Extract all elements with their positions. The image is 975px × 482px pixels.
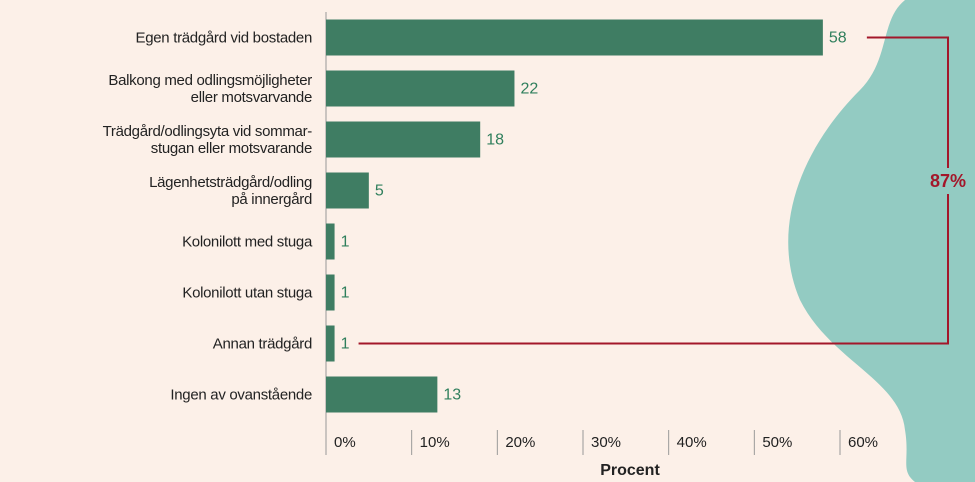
value-label: 22 bbox=[520, 81, 538, 98]
value-label: 13 bbox=[443, 387, 461, 404]
x-tick-label: 30% bbox=[591, 434, 621, 451]
category-label: Kolonilott utan stuga bbox=[182, 284, 312, 301]
x-tick-label: 60% bbox=[848, 434, 878, 451]
bar bbox=[326, 19, 823, 56]
x-tick-label: 50% bbox=[762, 434, 792, 451]
value-label: 1 bbox=[341, 336, 350, 353]
x-tick-label: 20% bbox=[505, 434, 535, 451]
category-label: Lägenhetsträdgård/odling på innergård bbox=[149, 173, 312, 208]
annotation-bg bbox=[918, 168, 975, 194]
bar bbox=[326, 172, 369, 209]
bar bbox=[326, 121, 481, 158]
bar bbox=[326, 223, 335, 260]
category-label: Kolonilott med stuga bbox=[182, 233, 312, 250]
x-axis-label: Procent bbox=[600, 462, 660, 479]
category-label: Egen trädgård vid bostaden bbox=[135, 29, 313, 46]
value-label: 5 bbox=[375, 183, 384, 200]
category-label: Trädgård/odlingsyta vid sommar- stugan e… bbox=[102, 122, 313, 157]
category-label: Ingen av ovanstående bbox=[170, 386, 312, 403]
bar bbox=[326, 325, 335, 362]
x-tick-label: 10% bbox=[420, 434, 450, 451]
x-tick-label: 40% bbox=[677, 434, 707, 451]
background-blob bbox=[788, 0, 975, 482]
annotation: 87% bbox=[930, 171, 966, 191]
category-label: Balkong med odlingsmöjligheter eller mot… bbox=[108, 71, 312, 106]
value-label: 58 bbox=[829, 30, 847, 47]
bar bbox=[326, 70, 515, 107]
value-label: 1 bbox=[341, 234, 350, 251]
bar bbox=[326, 376, 438, 413]
x-tick-label: 0% bbox=[334, 434, 356, 451]
value-label: 1 bbox=[341, 285, 350, 302]
bar bbox=[326, 274, 335, 311]
value-label: 18 bbox=[486, 132, 504, 149]
category-label: Annan trädgård bbox=[212, 335, 313, 352]
